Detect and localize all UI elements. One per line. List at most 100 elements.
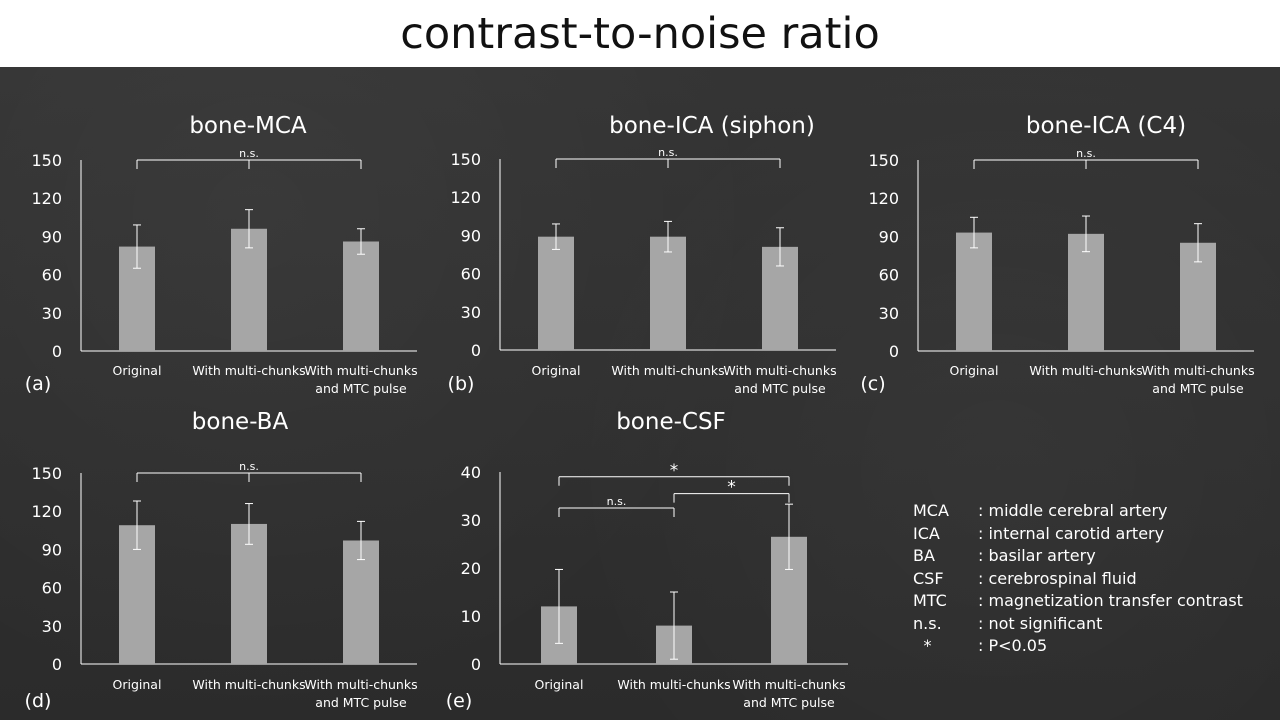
y-tick-label: 150 — [31, 151, 62, 170]
bar — [231, 228, 267, 351]
y-tick-label: 0 — [52, 655, 62, 674]
y-tick-label: 150 — [31, 464, 62, 483]
category-label: With multi-chunks — [304, 363, 417, 378]
category-label: and MTC pulse — [734, 381, 826, 396]
category-label: With multi-chunks — [304, 677, 417, 692]
abbreviation-row: MCA : middle cerebral artery — [913, 500, 1263, 523]
significance-label: n.s. — [239, 147, 259, 160]
y-tick-label: 10 — [461, 607, 481, 626]
category-label: and MTC pulse — [315, 695, 407, 710]
abbreviation-row: n.s. : not significant — [913, 613, 1263, 636]
y-tick-label: 0 — [471, 655, 481, 674]
abbreviation-key: ICA — [913, 523, 940, 543]
significance-label: n.s. — [239, 460, 259, 473]
chart-title: bone-CSF — [616, 409, 726, 435]
y-tick-label: 120 — [31, 502, 62, 521]
category-label: With multi-chunks — [192, 363, 305, 378]
y-tick-label: 150 — [450, 150, 481, 169]
abbreviation-key: * — [923, 636, 932, 655]
significance-label: n.s. — [1076, 147, 1096, 160]
category-label: and MTC pulse — [743, 695, 835, 710]
chart-title: bone-MCA — [189, 113, 307, 139]
abbreviation-key: n.s. — [913, 613, 942, 633]
y-tick-label: 30 — [879, 304, 899, 323]
category-label: With multi-chunks — [192, 677, 305, 692]
category-label: Original — [113, 363, 162, 378]
panel-label: (e) — [446, 690, 473, 712]
chart-title: bone-ICA (siphon) — [609, 113, 815, 139]
abbreviation-row: ICA : internal carotid artery — [913, 523, 1263, 546]
category-label: Original — [113, 677, 162, 692]
abbreviation-key: CSF — [913, 568, 944, 588]
category-label: With multi-chunks — [617, 677, 730, 692]
y-tick-label: 0 — [471, 341, 481, 360]
abbreviation-row: * : P<0.05 — [913, 635, 1263, 658]
category-label: With multi-chunks — [1141, 363, 1254, 378]
abbreviation-row: BA : basilar artery — [913, 545, 1263, 568]
category-label: With multi-chunks — [723, 363, 836, 378]
y-tick-label: 90 — [42, 227, 62, 246]
y-tick-label: 60 — [461, 265, 481, 284]
y-tick-label: 20 — [461, 559, 481, 578]
abbreviation-value: : internal carotid artery — [978, 523, 1165, 543]
y-tick-label: 90 — [461, 226, 481, 245]
abbreviation-value: : P<0.05 — [978, 636, 1048, 655]
y-tick-label: 120 — [868, 189, 899, 208]
abbreviation-value: : not significant — [978, 613, 1103, 633]
abbreviation-key: MCA — [913, 501, 949, 520]
chart-title: bone-ICA (C4) — [1026, 113, 1186, 139]
y-tick-label: 30 — [461, 511, 481, 530]
significance-star: * — [727, 478, 736, 498]
abbreviation-value: : magnetization transfer contrast — [978, 591, 1243, 610]
significance-star: * — [670, 461, 679, 481]
bar — [956, 232, 992, 351]
abbreviation-value: : basilar artery — [978, 546, 1096, 565]
bar — [231, 523, 267, 664]
bar — [343, 540, 379, 664]
bar — [650, 236, 686, 350]
category-label: and MTC pulse — [315, 381, 407, 396]
bar — [1068, 233, 1104, 351]
panel-label: (a) — [25, 373, 51, 395]
abbreviation-key: MTC — [913, 591, 947, 610]
category-label: Original — [950, 363, 999, 378]
significance-label: n.s. — [658, 146, 678, 159]
y-tick-label: 60 — [42, 579, 62, 598]
category-label: and MTC pulse — [1152, 381, 1244, 396]
abbreviation-key: BA — [913, 546, 935, 565]
y-tick-label: 150 — [868, 151, 899, 170]
panel-label: (d) — [25, 690, 52, 712]
y-tick-label: 30 — [42, 304, 62, 323]
category-label: With multi-chunks — [732, 677, 845, 692]
abbreviation-legend: MCA : middle cerebral artery ICA : inter… — [913, 500, 1263, 658]
y-tick-label: 30 — [461, 303, 481, 322]
y-tick-label: 40 — [461, 463, 481, 482]
category-label: Original — [535, 677, 584, 692]
y-tick-label: 0 — [889, 342, 899, 361]
category-label: With multi-chunks — [611, 363, 724, 378]
abbreviation-value: : middle cerebral artery — [978, 501, 1168, 520]
y-tick-label: 120 — [31, 189, 62, 208]
y-tick-label: 60 — [879, 266, 899, 285]
y-tick-label: 90 — [879, 227, 899, 246]
chart-title: bone-BA — [192, 409, 289, 435]
panel-label: (b) — [448, 373, 475, 395]
title-band — [0, 0, 1280, 67]
abbreviation-value: : cerebrospinal fluid — [978, 568, 1137, 588]
y-tick-label: 120 — [450, 188, 481, 207]
bar — [343, 241, 379, 351]
abbreviation-row: CSF : cerebrospinal fluid — [913, 568, 1263, 591]
bar — [538, 236, 574, 350]
category-label: With multi-chunks — [1029, 363, 1142, 378]
y-tick-label: 90 — [42, 540, 62, 559]
significance-label: n.s. — [607, 495, 627, 508]
y-tick-label: 0 — [52, 342, 62, 361]
category-label: Original — [532, 363, 581, 378]
panel-label: (c) — [860, 373, 885, 395]
y-tick-label: 30 — [42, 617, 62, 636]
abbreviation-row: MTC : magnetization transfer contrast — [913, 590, 1263, 613]
page-title: contrast-to-noise ratio — [400, 9, 880, 59]
y-tick-label: 60 — [42, 266, 62, 285]
